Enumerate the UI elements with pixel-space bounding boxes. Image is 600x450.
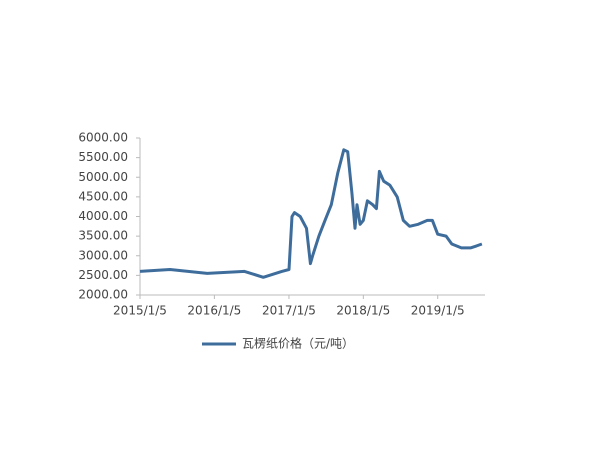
x-tick-label: 2019/1/5 xyxy=(411,304,465,318)
y-tick-label: 4000.00 xyxy=(78,209,128,223)
y-tick-label: 3000.00 xyxy=(78,248,128,262)
y-tick-label: 3500.00 xyxy=(78,229,128,243)
legend-label: 瓦楞纸价格（元/吨） xyxy=(242,336,354,351)
y-tick-label: 5500.00 xyxy=(78,150,128,164)
data-line xyxy=(139,148,483,279)
y-tick-label: 6000.00 xyxy=(78,131,128,145)
x-tick-label: 2017/1/5 xyxy=(262,304,316,318)
y-tick-label: 4500.00 xyxy=(78,189,128,203)
y-tick-label: 5000.00 xyxy=(78,170,128,184)
y-tick-label: 2000.00 xyxy=(78,288,128,302)
x-tick-label: 2018/1/5 xyxy=(336,304,390,318)
y-tick-label: 2500.00 xyxy=(78,268,128,282)
x-tick-label: 2016/1/5 xyxy=(187,304,241,318)
x-tick-label: 2015/1/5 xyxy=(113,304,167,318)
